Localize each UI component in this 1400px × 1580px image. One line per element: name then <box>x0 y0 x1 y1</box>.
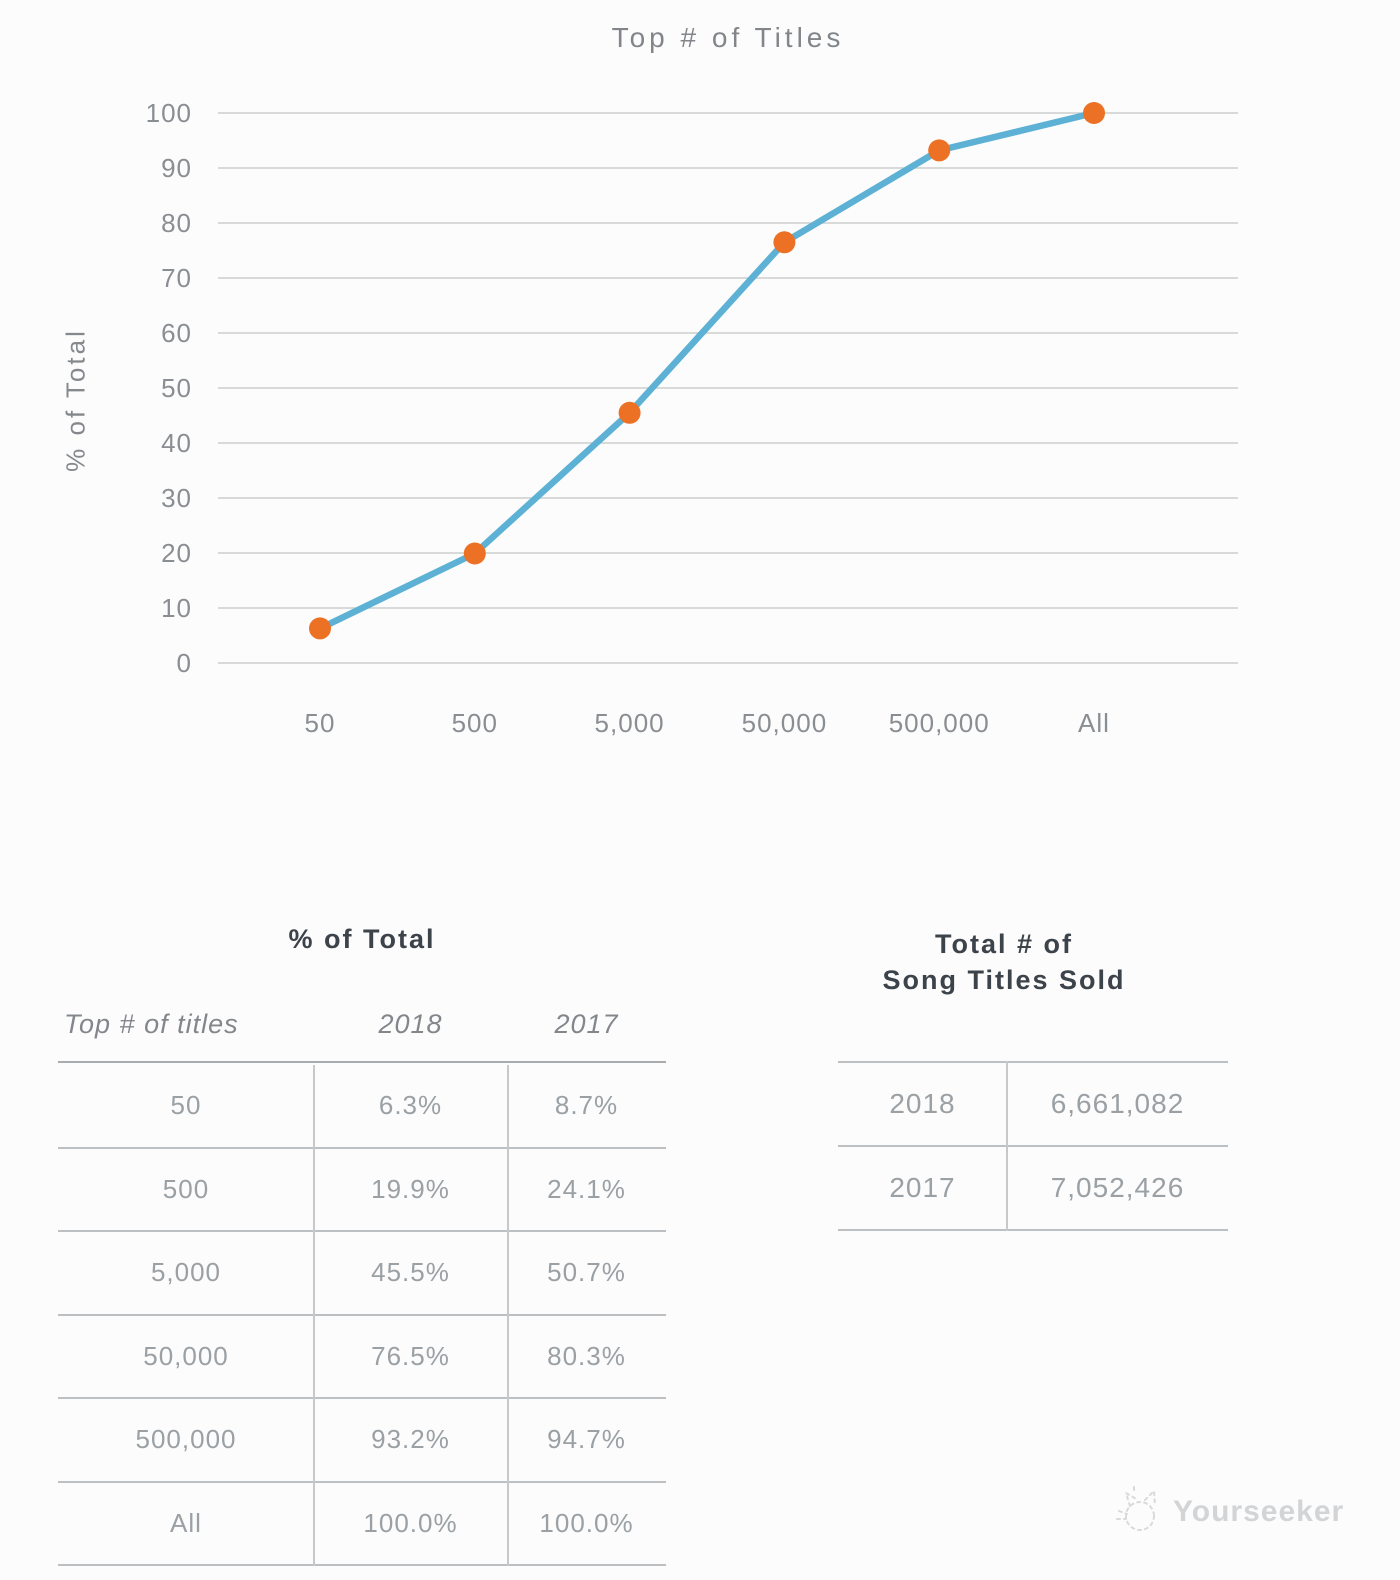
table-cell: 7,052,426 <box>1050 1172 1185 1203</box>
y-tick-label: 50 <box>161 373 192 403</box>
totals-title-line1: Total # of <box>935 929 1073 959</box>
table-cell: All <box>170 1507 202 1538</box>
header-2018: 2018 <box>378 1009 443 1039</box>
y-tick-label: 10 <box>161 593 192 623</box>
table-cell: 50,000 <box>143 1340 229 1371</box>
x-tick-label: All <box>1078 708 1110 738</box>
data-line-2018 <box>316 109 1098 632</box>
header-top-num-titles: Top # of titles <box>64 1009 239 1039</box>
header-2017: 2017 <box>554 1009 619 1039</box>
column-divider <box>313 1065 315 1566</box>
table-row: 500 19.9% 24.1% <box>58 1149 666 1232</box>
table-row: 50 6.3% 8.7% <box>58 1065 666 1149</box>
table-cell: 45.5% <box>371 1257 450 1288</box>
data-point <box>618 401 641 424</box>
y-tick-label: 60 <box>161 318 192 348</box>
x-tick-label: 5,000 <box>595 708 665 738</box>
table-cell: 50 <box>170 1090 202 1121</box>
table-cell: 8.7% <box>554 1090 619 1121</box>
cat-icon <box>1116 1486 1156 1531</box>
y-tick-label: 90 <box>161 153 192 183</box>
chart-title: Top # of Titles <box>611 22 845 53</box>
percent-table-title: % of Total <box>288 924 436 954</box>
table-row: 50,000 76.5% 80.3% <box>58 1316 666 1399</box>
table-cell: 5,000 <box>150 1257 222 1288</box>
y-tick-label: 70 <box>161 263 192 293</box>
table-cell: 6,661,082 <box>1050 1088 1185 1119</box>
table-row: 2018 6,661,082 <box>838 1063 1228 1147</box>
table-row: 500,000 93.2% 94.7% <box>58 1399 666 1483</box>
watermark-label: Yourseeker <box>1173 1495 1345 1528</box>
table-cell: 500 <box>162 1173 210 1204</box>
table-cell: 80.3% <box>547 1340 626 1371</box>
y-tick-label: 20 <box>161 538 192 568</box>
column-divider <box>507 1065 509 1566</box>
table-cell: 93.2% <box>371 1424 450 1455</box>
y-tick-label: 80 <box>161 208 192 238</box>
x-tick-label: 50,000 <box>742 708 828 738</box>
data-point <box>773 231 796 254</box>
percent-table-body: 50 6.3% 8.7% 500 19.9% 24.1% 5,000 45.5% 50.7% 50… <box>58 1065 666 1566</box>
table-row: 5,000 45.5% 50.7% <box>58 1232 666 1316</box>
table-cell: 19.9% <box>371 1173 450 1204</box>
line-chart: 0 10 20 30 40 50 60 70 80 90 100 50 500 5,000 50,000 50… <box>146 98 1238 738</box>
y-tick-label: 30 <box>161 483 192 513</box>
y-tick-label: 0 <box>177 648 192 678</box>
table-cell: 6.3% <box>378 1090 443 1121</box>
table-cell: 2018 <box>889 1088 956 1119</box>
table-cell: 94.7% <box>547 1424 626 1455</box>
table-row: 2017 7,052,426 <box>838 1147 1228 1231</box>
table-row: All 100.0% 100.0% <box>58 1483 666 1566</box>
y-tick-label: 40 <box>161 428 192 458</box>
watermark: Yourseeker <box>1112 1484 1344 1540</box>
column-divider <box>1006 1061 1008 1231</box>
percent-table-header: Top # of titles 2018 2017 <box>58 988 666 1063</box>
x-tick-label: 500 <box>452 708 498 738</box>
data-point <box>928 139 951 162</box>
totals-table-body: 2018 6,661,082 2017 7,052,426 <box>838 1061 1228 1231</box>
table-cell: 76.5% <box>371 1340 450 1371</box>
data-point <box>1083 102 1105 124</box>
x-tick-label: 500,000 <box>889 708 990 738</box>
x-tick-label: 50 <box>305 708 336 738</box>
table-cell: 500,000 <box>135 1424 237 1455</box>
table-cell: 2017 <box>889 1172 956 1203</box>
y-tick-label: 100 <box>146 98 192 128</box>
totals-table-title: Total # of Song Titles Sold <box>809 926 1199 998</box>
data-point <box>309 617 331 640</box>
table-cell: 100.0% <box>363 1507 458 1538</box>
table-cell: 50.7% <box>547 1257 626 1288</box>
data-point <box>463 542 486 565</box>
totals-title-line2: Song Titles Sold <box>882 965 1126 995</box>
table-cell: 24.1% <box>547 1173 626 1204</box>
table-cell: 100.0% <box>539 1507 634 1538</box>
